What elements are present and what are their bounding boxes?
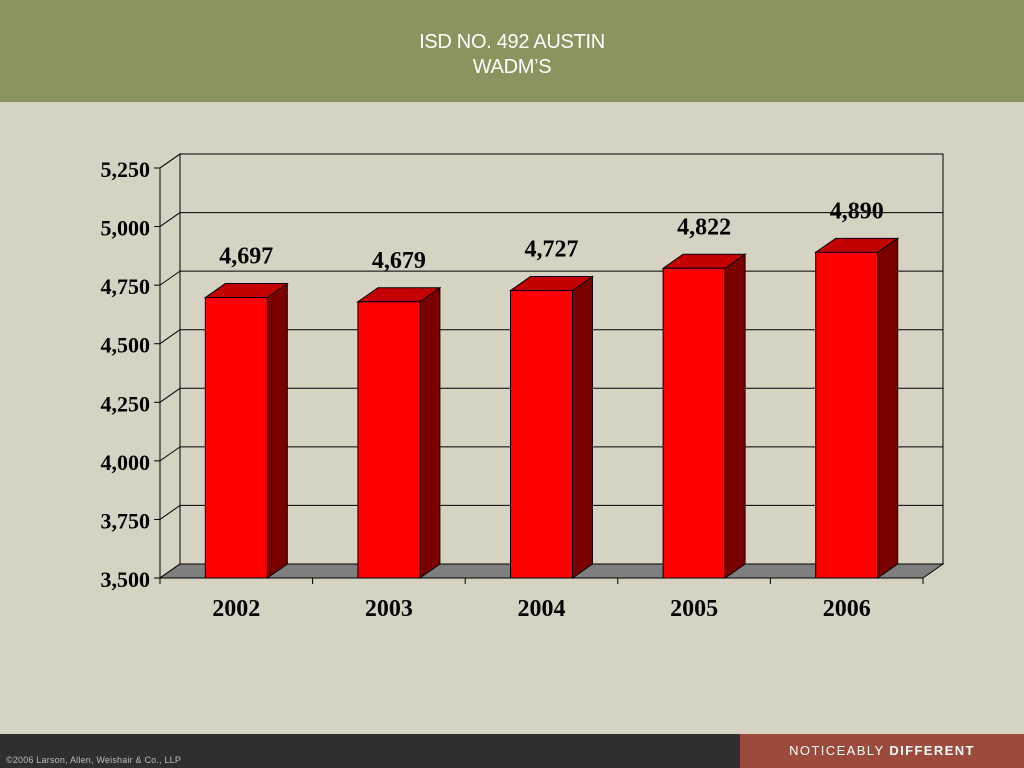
bar-2006 — [815, 251, 879, 579]
side-gridline — [159, 270, 181, 286]
side-gridline — [159, 387, 181, 403]
x-tick-label: 2004 — [518, 596, 566, 622]
y-tick-label: 4,500 — [101, 333, 151, 358]
bar-chart: 3,500 3,750 4,000 4,250 4,500 4,750 5,000 5,250… — [101, 153, 945, 622]
bar-2003 — [357, 301, 421, 579]
y-tick-label: 5,000 — [101, 216, 151, 241]
footer-bar: ©2006 Larson, Allen, Weishair & Co., LLP… — [0, 734, 1024, 768]
chart-area: 3,500 3,750 4,000 4,250 4,500 4,750 5,000 5,250… — [0, 102, 1024, 734]
data-label: 4,727 — [525, 237, 579, 263]
x-tick-label: 2003 — [365, 596, 413, 622]
y-tick-label: 4,000 — [101, 450, 151, 475]
side-gridline — [159, 212, 181, 227]
bar-2004 — [510, 290, 573, 579]
y-tick-label: 4,750 — [101, 274, 151, 299]
bar-side-2005 — [724, 253, 746, 579]
side-gridline — [159, 446, 181, 462]
tagline-light: NOTICEABLY — [789, 743, 885, 758]
y-tick-label: 5,250 — [101, 157, 151, 182]
y-tick-label: 3,750 — [101, 508, 151, 533]
title-bar: ISD NO. 492 AUSTIN WADM’S — [0, 0, 1024, 102]
data-label: 4,822 — [677, 214, 731, 240]
data-label: 4,697 — [219, 244, 273, 270]
bar-side-2004 — [572, 275, 593, 579]
tagline-bold: DIFFERENT — [889, 743, 975, 758]
data-label: 4,679 — [372, 248, 426, 274]
x-tick-label: 2005 — [670, 596, 718, 622]
x-tick-label: 2002 — [212, 596, 260, 622]
side-gridline — [159, 505, 181, 520]
bar-side-2002 — [266, 282, 288, 579]
bar-2005 — [662, 267, 726, 579]
x-tick-label: 2006 — [823, 596, 871, 622]
bar-side-2006 — [877, 237, 899, 579]
side-gridline — [159, 153, 181, 169]
plot-side-wall — [159, 153, 181, 579]
y-tick-label: 4,250 — [101, 391, 151, 416]
slide-title: ISD NO. 492 AUSTIN WADM’S — [0, 30, 1024, 80]
footer-copyright: ©2006 Larson, Allen, Weishair & Co., LLP — [6, 755, 182, 765]
data-label: 4,890 — [830, 198, 884, 224]
slide-title-line2: WADM’S — [472, 56, 552, 78]
slide-title-line1: ISD NO. 492 AUSTIN — [419, 31, 605, 53]
y-tick-label: 3,500 — [101, 567, 151, 592]
tagline-badge: NOTICEABLY DIFFERENT — [740, 734, 1024, 768]
bar-side-2003 — [419, 286, 441, 579]
side-gridline — [159, 329, 181, 345]
bar-2002 — [204, 297, 268, 579]
